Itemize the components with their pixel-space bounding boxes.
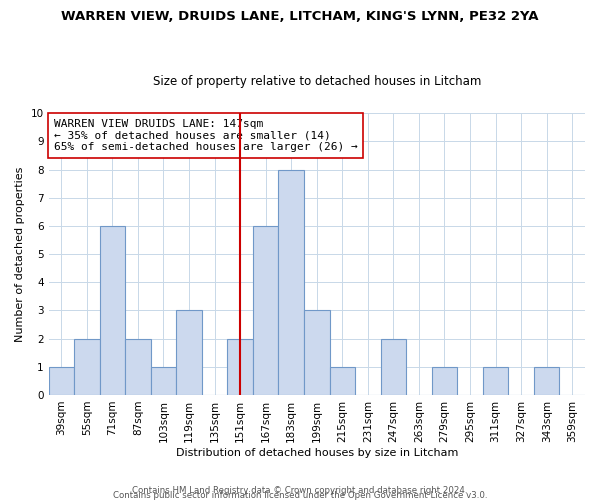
Bar [329,367,355,395]
Text: Contains public sector information licensed under the Open Government Licence v3: Contains public sector information licen… [113,490,487,500]
Bar [74,338,100,395]
X-axis label: Distribution of detached houses by size in Litcham: Distribution of detached houses by size … [176,448,458,458]
Y-axis label: Number of detached properties: Number of detached properties [15,166,25,342]
Bar [151,367,176,395]
Text: Contains HM Land Registry data © Crown copyright and database right 2024.: Contains HM Land Registry data © Crown c… [132,486,468,495]
Bar [49,367,74,395]
Bar [100,226,125,395]
Bar [125,338,151,395]
Bar [176,310,202,395]
Text: WARREN VIEW DRUIDS LANE: 147sqm
← 35% of detached houses are smaller (14)
65% of: WARREN VIEW DRUIDS LANE: 147sqm ← 35% of… [54,119,358,152]
Bar [227,338,253,395]
Bar [483,367,508,395]
Bar [278,170,304,395]
Bar [432,367,457,395]
Bar [534,367,559,395]
Title: Size of property relative to detached houses in Litcham: Size of property relative to detached ho… [152,76,481,88]
Bar [304,310,329,395]
Text: WARREN VIEW, DRUIDS LANE, LITCHAM, KING'S LYNN, PE32 2YA: WARREN VIEW, DRUIDS LANE, LITCHAM, KING'… [61,10,539,23]
Bar [253,226,278,395]
Bar [380,338,406,395]
